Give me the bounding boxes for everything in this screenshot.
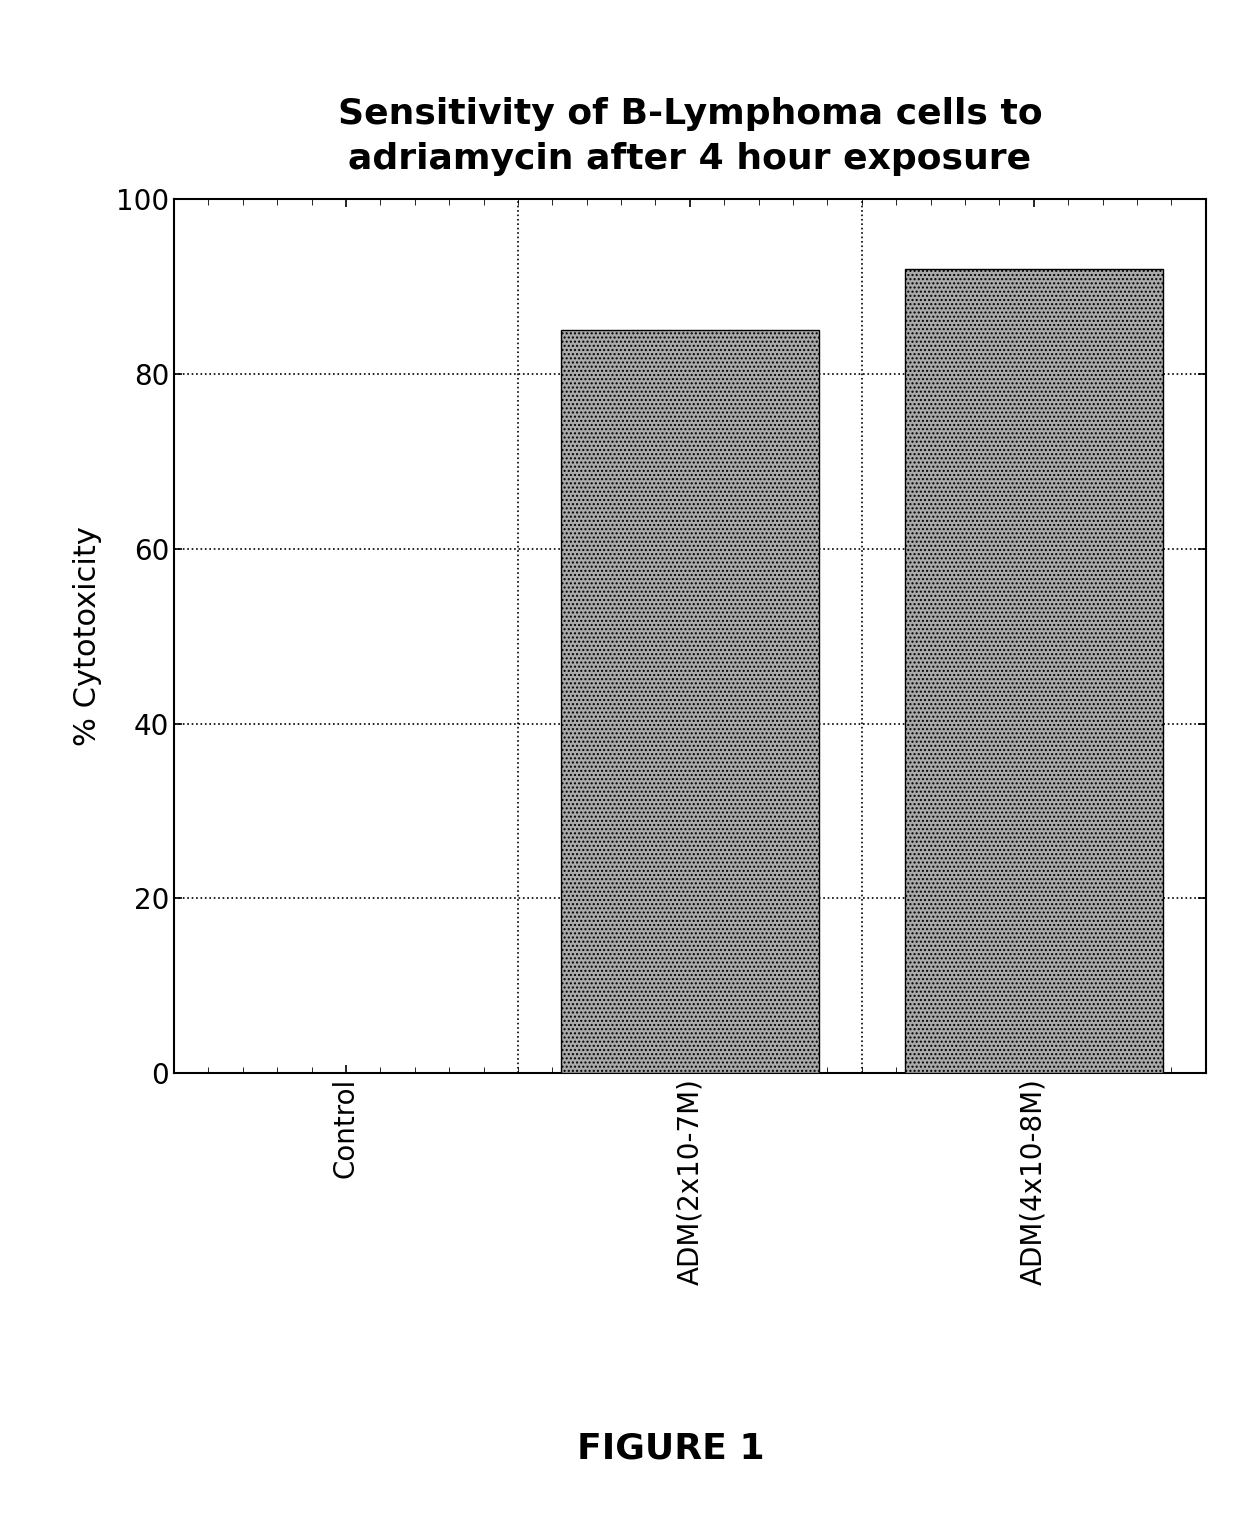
- Text: FIGURE 1: FIGURE 1: [578, 1432, 764, 1466]
- Bar: [905, 270, 1162, 1073]
- Title: Sensitivity of B-Lymphoma cells to
adriamycin after 4 hour exposure: Sensitivity of B-Lymphoma cells to adria…: [338, 97, 1042, 176]
- Y-axis label: % Cytotoxicity: % Cytotoxicity: [73, 526, 102, 747]
- Bar: [561, 331, 819, 1073]
